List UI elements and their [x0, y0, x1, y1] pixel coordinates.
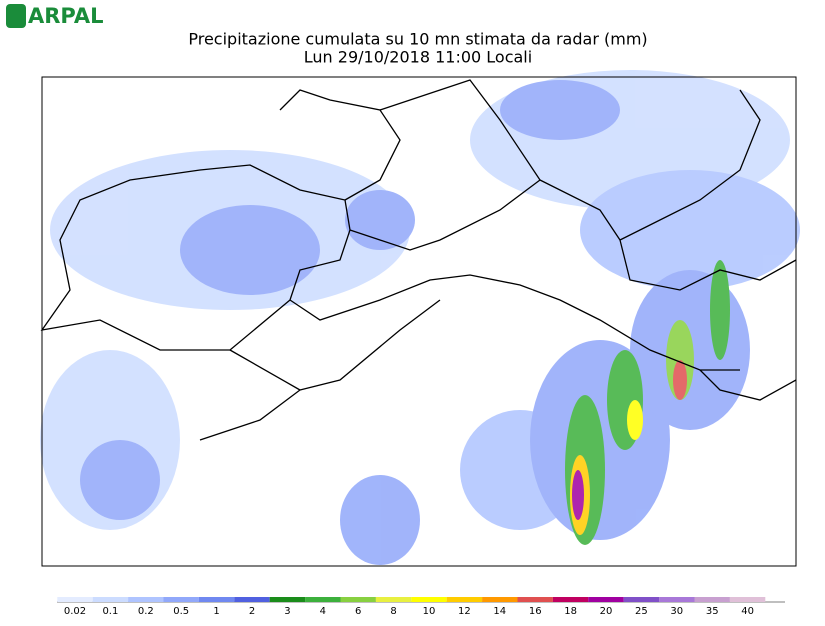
legend-swatch [340, 597, 376, 602]
logo: ARPAL [28, 4, 104, 28]
legend-label: 0.2 [138, 606, 154, 617]
subtitle: Lun 29/10/2018 11:00 Locali [304, 48, 532, 67]
legend-label: 0.5 [173, 606, 189, 617]
legend-swatch [588, 597, 624, 602]
legend-swatch [411, 597, 447, 602]
title: Precipitazione cumulata su 10 mn stimata… [188, 30, 647, 49]
legend-swatch [659, 597, 695, 602]
legend-label: 0.02 [64, 606, 86, 617]
legend-label: 14 [493, 606, 506, 617]
legend-label: 30 [670, 606, 683, 617]
logo-icon [6, 4, 26, 28]
legend-swatch [198, 597, 235, 602]
legend-label: 4 [320, 606, 326, 617]
legend-swatch [92, 597, 129, 602]
legend-label: 1 [213, 606, 219, 617]
legend-swatch [482, 597, 518, 602]
legend-swatch [57, 597, 93, 602]
legend-label: 6 [355, 606, 361, 617]
legend-label: 20 [600, 606, 613, 617]
legend-swatch [128, 597, 164, 602]
legend-swatch [729, 597, 766, 602]
legend-swatch [305, 597, 341, 602]
legend-label: 25 [635, 606, 648, 617]
legend-label: 3 [284, 606, 290, 617]
legend-swatch [517, 597, 553, 602]
legend-swatch [552, 597, 589, 602]
legend-swatch [446, 597, 483, 602]
legend-swatch [163, 597, 199, 602]
legend-label: 0.1 [102, 606, 118, 617]
legend-label: 12 [458, 606, 471, 617]
legend-label: 40 [741, 606, 754, 617]
legend-label: 16 [529, 606, 542, 617]
legend-label: 10 [423, 606, 436, 617]
legend-label: 2 [249, 606, 255, 617]
map [40, 70, 800, 567]
legend-swatch [694, 597, 730, 602]
legend-swatch [234, 597, 270, 602]
legend-swatch [623, 597, 660, 602]
legend-label: 35 [706, 606, 719, 617]
legend-label: 8 [390, 606, 396, 617]
legend-label: 18 [564, 606, 577, 617]
legend: 0.02 0.1 0.2 0.5 1 2 3 4 6 8 10 12 14 16 18 20 25 30 35 40 [57, 597, 766, 617]
legend-swatch [375, 597, 412, 602]
legend-swatch [269, 597, 306, 602]
